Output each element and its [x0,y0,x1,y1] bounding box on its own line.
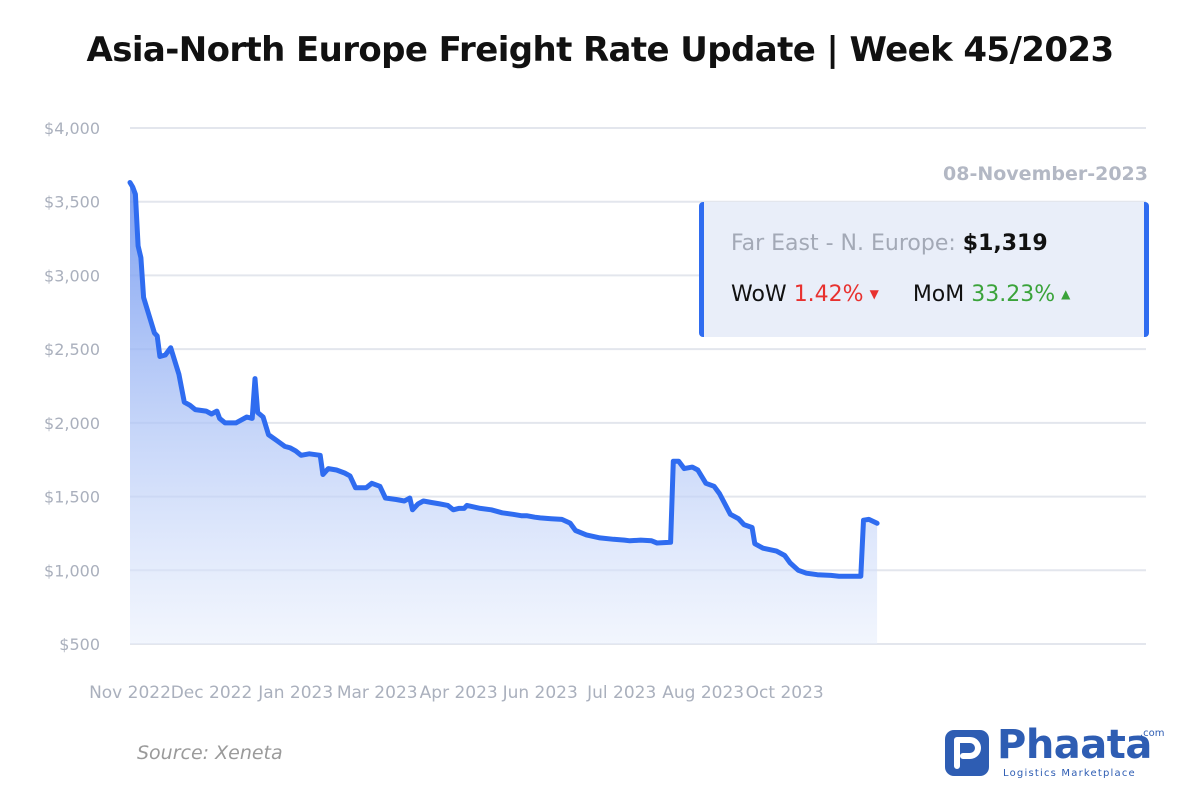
mom-label: MoM [912,282,965,307]
x-tick-label: Apr 2023 [420,683,498,703]
rate-area [130,182,878,644]
x-tick-label: Jun 2023 [502,683,578,703]
source-note: Source: Xeneta [137,742,283,764]
x-tick-label: Aug 2023 [662,683,744,703]
y-tick-label: $500 [59,635,100,654]
x-tick-label: Mar 2023 [337,683,418,703]
y-tick-label: $1,000 [44,561,100,580]
report-date: 08-November-2023 [943,163,1148,185]
y-tick-label: $4,000 [44,119,100,138]
logo-tagline: Logistics Marketplace [1003,768,1136,779]
x-tick-label: Jan 2023 [257,683,333,703]
wow-label: WoW [731,282,787,307]
phaata-logo: Phaata .com Logistics Marketplace [945,722,1170,783]
data-points [129,182,878,577]
logo-wordmark: Phaata [997,722,1152,768]
rate-info-box: Far East - N. Europe: $1,319 WoW 1.42% ▼ … [699,202,1149,337]
x-tick-label: Oct 2023 [746,683,824,703]
x-tick-label: Dec 2022 [171,683,253,703]
change-line: WoW 1.42% ▼ MoM 33.23% ▲ [731,282,1070,307]
current-price: $1,319 [962,231,1048,256]
area-fill-layer [130,182,878,644]
caret-down-icon: ▼ [869,287,879,301]
y-tick-label: $2,000 [44,414,100,433]
y-tick-label: $3,000 [44,266,100,285]
logo-suffix: .com [1140,728,1165,739]
y-tick-label: $1,500 [44,488,100,507]
y-axis-ticks: $4,000 $3,500 $3,000 $2,500 $2,000 $1,500 $1,0… [44,119,100,654]
chart-title: Asia-North Europe Freight Rate Update | … [86,30,1114,70]
caret-up-icon: ▲ [1061,287,1071,301]
mom-value: 33.23% [971,282,1056,307]
x-axis-ticks: Nov 2022 Dec 2022 Jan 2023 Mar 2023 Apr 2023… [89,683,824,703]
x-tick-label: Jul 2023 [586,683,656,703]
y-tick-label: $2,500 [44,340,100,359]
line-layer [127,180,880,579]
route-label: Far East - N. Europe: [731,231,956,256]
y-tick-label: $3,500 [44,193,100,212]
phaata-logo-icon [945,730,989,776]
wow-value: 1.42% [793,282,864,307]
rate-line [127,180,880,579]
x-tick-label: Nov 2022 [89,683,171,703]
route-rate-line: Far East - N. Europe: $1,319 [731,231,1048,256]
